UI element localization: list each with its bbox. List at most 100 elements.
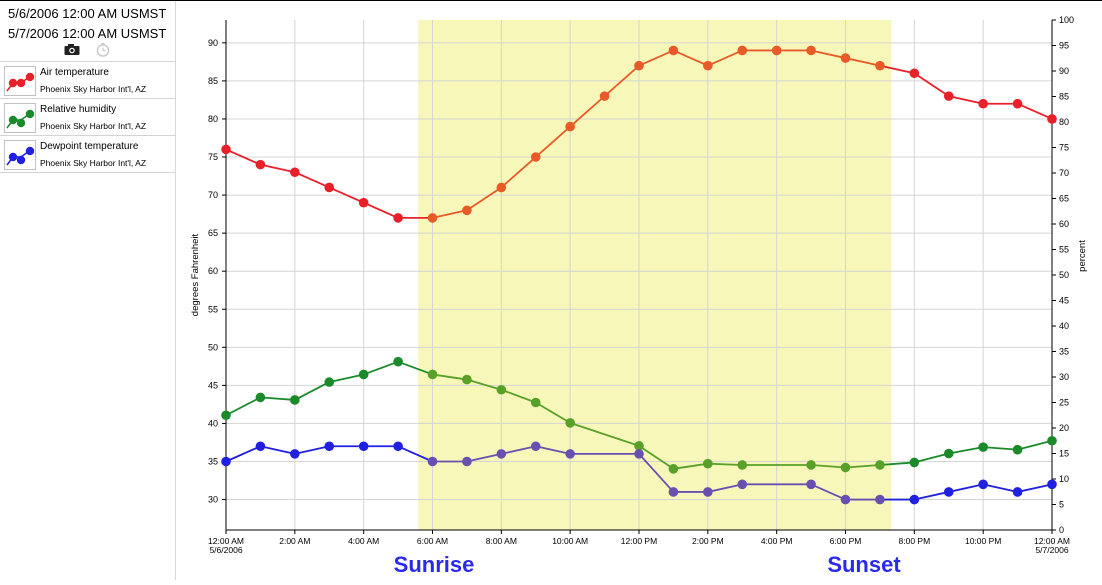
- dewpoint-temperature-point: [358, 441, 369, 452]
- air-temperature-point: [530, 152, 541, 162]
- air-temperature-point: [1047, 114, 1057, 124]
- clock-icon[interactable]: [96, 43, 110, 62]
- relative-humidity-point: [909, 457, 920, 468]
- x-tick-label: 6:00 AM: [417, 536, 448, 546]
- series-swatch-icon: [4, 103, 36, 133]
- dewpoint-temperature-point: [875, 494, 885, 505]
- relative-humidity-point: [462, 374, 472, 385]
- left-tick-label: 35: [208, 456, 218, 466]
- air-temperature-point: [565, 121, 575, 132]
- legend-item-dewpoint-temperature[interactable]: Dewpoint temperature Phoenix Sky Harbor …: [0, 135, 175, 173]
- dewpoint-temperature-line-segment: [982, 483, 1018, 493]
- right-tick-label: 30: [1059, 372, 1069, 382]
- dewpoint-temperature-point: [290, 449, 300, 459]
- right-tick-label: 40: [1059, 321, 1069, 331]
- dewpoint-temperature-line-segment: [225, 445, 261, 463]
- legend-station: Phoenix Sky Harbor Int'l, AZ: [40, 158, 147, 168]
- left-tick-label: 80: [208, 114, 218, 124]
- relative-humidity-point: [668, 464, 679, 474]
- relative-humidity-point: [221, 410, 231, 421]
- relative-humidity-point: [703, 458, 713, 469]
- x-tick-label: 10:00 PM: [965, 536, 1001, 546]
- dewpoint-temperature-line-segment: [914, 491, 949, 501]
- air-temperature-line-segment: [879, 64, 915, 75]
- relative-humidity-line-segment: [466, 378, 502, 391]
- relative-humidity-line-segment: [363, 360, 399, 376]
- dewpoint-temperature-line-segment: [466, 453, 502, 463]
- air-temperature-line-segment: [500, 156, 537, 189]
- air-temperature-line-segment: [466, 186, 502, 212]
- left-tick-label: 60: [208, 266, 218, 276]
- dewpoint-temperature-point: [1047, 479, 1057, 490]
- relative-humidity-point: [634, 441, 644, 451]
- relative-humidity-point: [393, 356, 403, 367]
- relative-humidity-line-segment: [707, 462, 743, 466]
- left-tick-label: 50: [208, 342, 218, 352]
- air-temperature-point: [358, 197, 369, 208]
- sidebar: 5/6/2006 12:00 AM USMST 5/7/2006 12:00 A…: [0, 1, 176, 580]
- relative-humidity-point: [943, 448, 954, 459]
- end-date: 5/7/2006 12:00 AM USMST: [8, 26, 167, 41]
- legend-item-relative-humidity[interactable]: Relative humidity Phoenix Sky Harbor Int…: [0, 98, 175, 135]
- dewpoint-temperature-point: [462, 456, 472, 467]
- air-temperature-line-segment: [432, 209, 468, 219]
- air-temperature-point: [393, 213, 403, 223]
- right-tick-label: 20: [1059, 423, 1069, 433]
- legend-label: Dewpoint temperature: [40, 141, 139, 152]
- x-tick-label: 4:00 AM: [348, 536, 379, 546]
- relative-humidity-line-segment: [811, 464, 846, 469]
- dewpoint-temperature-line-segment: [294, 445, 330, 455]
- series-swatch-icon: [4, 140, 36, 170]
- dewpoint-temperature-line-segment: [810, 483, 846, 501]
- air-temperature-line-segment: [638, 49, 674, 67]
- relative-humidity-line-segment: [329, 373, 364, 383]
- relative-humidity-point: [737, 460, 748, 470]
- x-tick-date-label: 5/7/2006: [1035, 545, 1068, 555]
- air-temperature-line-segment: [913, 72, 950, 97]
- dewpoint-temperature-point: [806, 479, 816, 490]
- legend-station: Phoenix Sky Harbor Int'l, AZ: [40, 84, 147, 94]
- dewpoint-temperature-point: [943, 487, 954, 497]
- relative-humidity-point: [840, 462, 851, 473]
- x-tick-label: 12:00 AM: [208, 536, 244, 546]
- x-tick-label: 6:00 PM: [830, 536, 862, 546]
- relative-humidity-point: [496, 384, 507, 395]
- relative-humidity-line-segment: [1017, 439, 1053, 451]
- dewpoint-temperature-point: [427, 456, 438, 467]
- x-tick-label: 4:00 PM: [761, 536, 793, 546]
- air-temperature-line-segment: [535, 125, 571, 158]
- relative-humidity-line-segment: [535, 401, 571, 424]
- x-tick-label: 8:00 AM: [486, 536, 517, 546]
- relative-humidity-line-segment: [673, 462, 708, 470]
- dewpoint-temperature-point: [909, 494, 920, 505]
- camera-icon[interactable]: [64, 43, 80, 61]
- dewpoint-temperature-line-segment: [535, 445, 571, 455]
- relative-humidity-point: [875, 460, 885, 470]
- air-temperature-line-segment: [810, 49, 846, 59]
- left-tick-label: 45: [208, 380, 218, 390]
- right-tick-label: 60: [1059, 219, 1069, 229]
- left-tick-label: 40: [208, 418, 218, 428]
- air-temperature-line-segment: [328, 186, 365, 204]
- dewpoint-temperature-point: [840, 494, 851, 505]
- right-tick-label: 35: [1059, 347, 1069, 357]
- left-tick-label: 75: [208, 152, 218, 162]
- relative-humidity-line-segment: [983, 446, 1018, 451]
- right-tick-label: 100: [1059, 15, 1074, 25]
- air-temperature-line-segment: [225, 148, 261, 166]
- legend-item-air-temperature[interactable]: Air temperature Phoenix Sky Harbor Int'l…: [0, 61, 175, 98]
- relative-humidity-point: [1047, 435, 1057, 446]
- relative-humidity-point: [324, 377, 335, 387]
- relative-humidity-line-segment: [225, 396, 261, 417]
- x-tick-label: 12:00 AM: [1034, 536, 1070, 546]
- air-temperature-line-segment: [948, 95, 984, 105]
- air-temperature-point: [1012, 98, 1023, 109]
- left-tick-label: 65: [208, 228, 218, 238]
- air-temperature-point: [909, 68, 920, 79]
- dewpoint-temperature-point: [703, 487, 713, 497]
- air-temperature-line-segment: [603, 64, 640, 97]
- air-temperature-point: [943, 91, 954, 101]
- start-date: 5/6/2006 12:00 AM USMST: [8, 6, 167, 21]
- air-temperature-line-segment: [845, 57, 881, 67]
- dewpoint-temperature-point: [737, 479, 748, 490]
